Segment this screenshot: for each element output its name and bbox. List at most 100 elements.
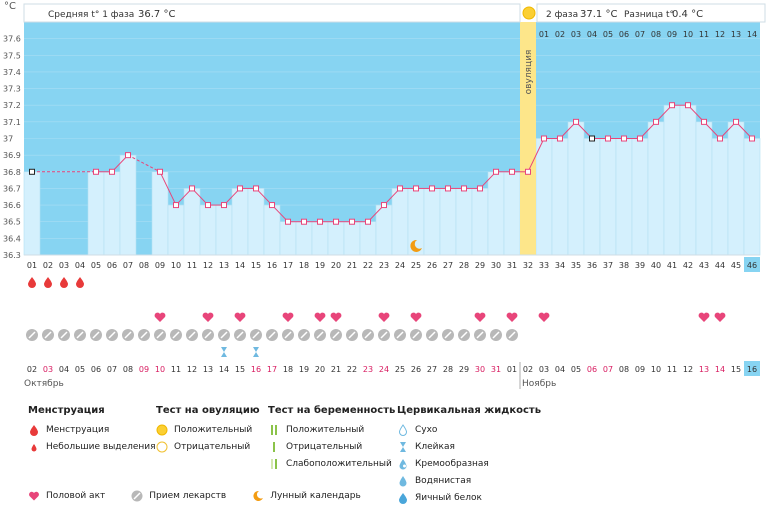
temperature-point[interactable] bbox=[381, 202, 387, 209]
moon-icon bbox=[252, 490, 264, 502]
cycle-day-label: 18 bbox=[299, 261, 309, 270]
temperature-bar bbox=[535, 138, 553, 256]
intercourse-heart-icon[interactable] bbox=[154, 312, 166, 322]
temperature-point[interactable] bbox=[317, 218, 323, 225]
temperature-point[interactable] bbox=[461, 185, 467, 192]
temperature-point[interactable] bbox=[253, 185, 259, 192]
temperature-point[interactable] bbox=[445, 185, 451, 192]
menstruation-drop-icon[interactable] bbox=[28, 277, 36, 288]
intercourse-heart-icon[interactable] bbox=[330, 312, 342, 322]
phase2-day-label: 13 bbox=[731, 30, 741, 39]
temperature-point[interactable] bbox=[573, 118, 579, 125]
temperature-point[interactable] bbox=[413, 185, 419, 192]
temperature-point[interactable] bbox=[93, 168, 99, 175]
calendar-date-label: 08 bbox=[123, 365, 133, 374]
menstruation-drop-icon[interactable] bbox=[60, 277, 68, 288]
intercourse-heart-icon[interactable] bbox=[202, 312, 214, 322]
cycle-day-label: 28 bbox=[459, 261, 469, 270]
menstruation-drop-icon[interactable] bbox=[44, 277, 52, 288]
calendar-date-label: 14 bbox=[219, 365, 229, 374]
temperature-point[interactable] bbox=[605, 135, 611, 142]
temperature-line-segment bbox=[527, 138, 545, 173]
pill-stripe bbox=[268, 331, 276, 339]
legend-moon-label: Лунный календарь bbox=[270, 490, 361, 501]
pill-stripe bbox=[316, 331, 324, 339]
temperature-point[interactable] bbox=[589, 135, 595, 142]
pill-stripe bbox=[492, 331, 500, 339]
temperature-point[interactable] bbox=[557, 135, 563, 142]
temperature-point[interactable] bbox=[237, 185, 243, 192]
temperature-line-segment bbox=[127, 154, 161, 173]
temperature-point[interactable] bbox=[637, 135, 643, 142]
temperature-point[interactable] bbox=[205, 202, 211, 209]
temperature-point[interactable] bbox=[701, 118, 707, 125]
intercourse-heart-icon[interactable] bbox=[714, 312, 726, 322]
temperature-point[interactable] bbox=[541, 135, 547, 142]
temperature-point[interactable] bbox=[221, 202, 227, 209]
temperature-point[interactable] bbox=[29, 168, 35, 175]
intercourse-heart-icon[interactable] bbox=[314, 312, 326, 322]
temperature-point[interactable] bbox=[669, 102, 675, 109]
y-tick-label: 37.5 bbox=[3, 51, 21, 60]
temperature-point[interactable] bbox=[301, 218, 307, 225]
temperature-point[interactable] bbox=[125, 152, 131, 159]
cervical-sticky-icon[interactable] bbox=[221, 347, 227, 357]
legend-medication-label: Прием лекарств bbox=[149, 490, 227, 501]
temperature-point[interactable] bbox=[653, 118, 659, 125]
intercourse-heart-icon[interactable] bbox=[474, 312, 486, 322]
calendar-date-label: 03 bbox=[43, 365, 53, 374]
sun-filled-icon bbox=[156, 424, 168, 436]
pill-stripe bbox=[236, 331, 244, 339]
temperature-point[interactable] bbox=[749, 135, 755, 142]
legend-cervical: Цервикальная жидкость Сухо Клейкая Кремо… bbox=[397, 405, 541, 506]
temperature-point[interactable] bbox=[397, 185, 403, 192]
cervical-sticky-icon[interactable] bbox=[253, 347, 259, 357]
intercourse-heart-icon[interactable] bbox=[538, 312, 550, 322]
temperature-diff-label: Разница t° bbox=[624, 10, 674, 20]
temperature-point[interactable] bbox=[493, 168, 499, 175]
intercourse-heart-icon[interactable] bbox=[282, 312, 294, 322]
temperature-point[interactable] bbox=[157, 168, 163, 175]
pill-stripe bbox=[44, 331, 52, 339]
temperature-point[interactable] bbox=[717, 135, 723, 142]
temperature-point[interactable] bbox=[349, 218, 355, 225]
calendar-date-label: 24 bbox=[379, 365, 389, 374]
cycle-day-label: 04 bbox=[75, 261, 85, 270]
temperature-point[interactable] bbox=[621, 135, 627, 142]
temperature-point[interactable] bbox=[429, 185, 435, 192]
intercourse-heart-icon[interactable] bbox=[506, 312, 518, 322]
temperature-bar bbox=[663, 104, 681, 256]
drop-outline-icon bbox=[397, 423, 409, 436]
temperature-point[interactable] bbox=[685, 102, 691, 109]
intercourse-heart-icon[interactable] bbox=[698, 312, 710, 322]
temperature-point[interactable] bbox=[365, 218, 371, 225]
legend-ovulation-positive-label: Положительный bbox=[174, 424, 253, 435]
temperature-point[interactable] bbox=[269, 202, 275, 209]
intercourse-heart-icon[interactable] bbox=[410, 312, 422, 322]
intercourse-heart-icon[interactable] bbox=[234, 312, 246, 322]
pill-stripe bbox=[444, 331, 452, 339]
temperature-point[interactable] bbox=[525, 168, 531, 175]
y-tick-label: 37 bbox=[3, 135, 13, 144]
temperature-point[interactable] bbox=[109, 168, 115, 175]
cycle-day-label: 15 bbox=[251, 261, 261, 270]
cycle-day-label: 13 bbox=[219, 261, 229, 270]
legend-pregnancy-positive: Положительный bbox=[268, 421, 395, 438]
egg-white-drop-icon bbox=[397, 492, 409, 504]
phase1-label: Средняя t° 1 фаза bbox=[48, 10, 134, 20]
temperature-point[interactable] bbox=[477, 185, 483, 192]
temperature-point[interactable] bbox=[285, 218, 291, 225]
cycle-day-label: 31 bbox=[507, 261, 517, 270]
phase2-day-label: 02 bbox=[555, 30, 565, 39]
menstruation-drop-icon[interactable] bbox=[76, 277, 84, 288]
temperature-point[interactable] bbox=[509, 168, 515, 175]
temperature-point[interactable] bbox=[189, 185, 195, 192]
pill-stripe bbox=[460, 331, 468, 339]
pill-stripe bbox=[412, 331, 420, 339]
temperature-point[interactable] bbox=[333, 218, 339, 225]
phase2-day-label: 10 bbox=[683, 30, 693, 39]
intercourse-heart-icon[interactable] bbox=[378, 312, 390, 322]
y-tick-label: 36.5 bbox=[3, 218, 21, 227]
temperature-point[interactable] bbox=[733, 118, 739, 125]
temperature-point[interactable] bbox=[173, 202, 179, 209]
